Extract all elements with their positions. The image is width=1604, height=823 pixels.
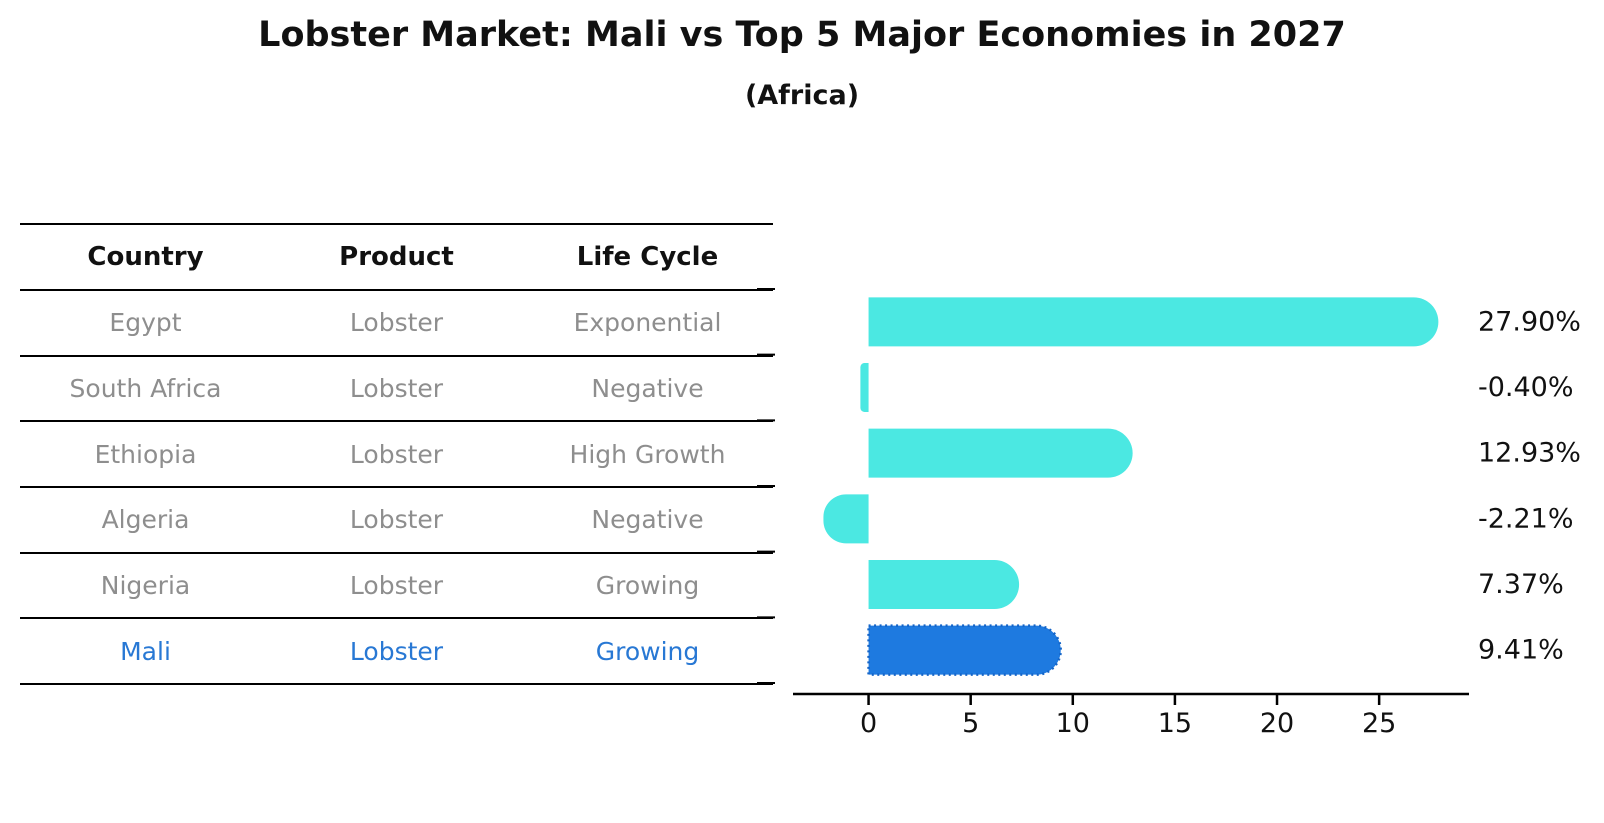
cell-product: Lobster [349,439,444,469]
table-row-egypt: Egypt Lobster Exponential [20,291,773,357]
cell-product: Lobster [349,308,444,338]
value-label-ethiopia: 12.93% [1478,438,1581,469]
table-row-south-africa: South Africa Lobster Negative [20,357,773,423]
bar-nigeria [868,560,1020,610]
x-tick-label-15: 15 [1158,708,1192,739]
comparison-table: Country Product Life Cycle Egypt Lobster Expo… [20,223,773,685]
value-label-south-africa: -0.40% [1478,372,1574,403]
cell-life-cycle: Growing [595,570,700,600]
header-product: Product [339,242,454,272]
bar-algeria [823,494,869,544]
table-header-row: Country Product Life Cycle [20,225,773,291]
cell-life-cycle: High Growth [569,439,726,469]
header-life-cycle: Life Cycle [576,242,719,272]
chart-title: Lobster Market: Mali vs Top 5 Major Econ… [258,15,1346,55]
x-tick-label-25: 25 [1362,708,1396,739]
cell-product: Lobster [349,570,444,600]
header-country: Country [87,242,204,272]
x-tick-label-20: 20 [1260,708,1294,739]
cell-country: Mali [120,636,171,666]
bar-south-africa [860,363,869,413]
chart-subtitle: (Africa) [744,80,860,111]
cell-country: Ethiopia [94,439,197,469]
cell-life-cycle: Negative [591,505,704,535]
cell-country: South Africa [69,373,222,403]
value-label-egypt: 27.90% [1478,306,1581,337]
bar-ethiopia [868,428,1133,478]
table-row-nigeria: Nigeria Lobster Growing [20,554,773,620]
cell-life-cycle: Exponential [573,308,722,338]
table-row-mali: Mali Lobster Growing [20,619,773,685]
cell-product: Lobster [349,636,444,666]
value-label-algeria: -2.21% [1478,503,1574,534]
bar-mali [867,624,1062,676]
value-label-mali: 9.41% [1478,635,1564,666]
cell-product: Lobster [349,373,444,403]
cell-country: Algeria [101,505,190,535]
cell-product: Lobster [349,505,444,535]
cell-life-cycle: Growing [595,636,700,666]
table-row-ethiopia: Ethiopia Lobster High Growth [20,422,773,488]
value-label-nigeria: 7.37% [1478,569,1564,600]
bar-egypt [868,297,1439,347]
cell-country: Egypt [109,308,182,338]
cell-life-cycle: Negative [591,373,704,403]
x-tick-label-0: 0 [860,708,877,739]
x-tick-label-5: 5 [962,708,979,739]
table-row-algeria: Algeria Lobster Negative [20,488,773,554]
x-tick-label-10: 10 [1056,708,1090,739]
cell-country: Nigeria [100,570,191,600]
